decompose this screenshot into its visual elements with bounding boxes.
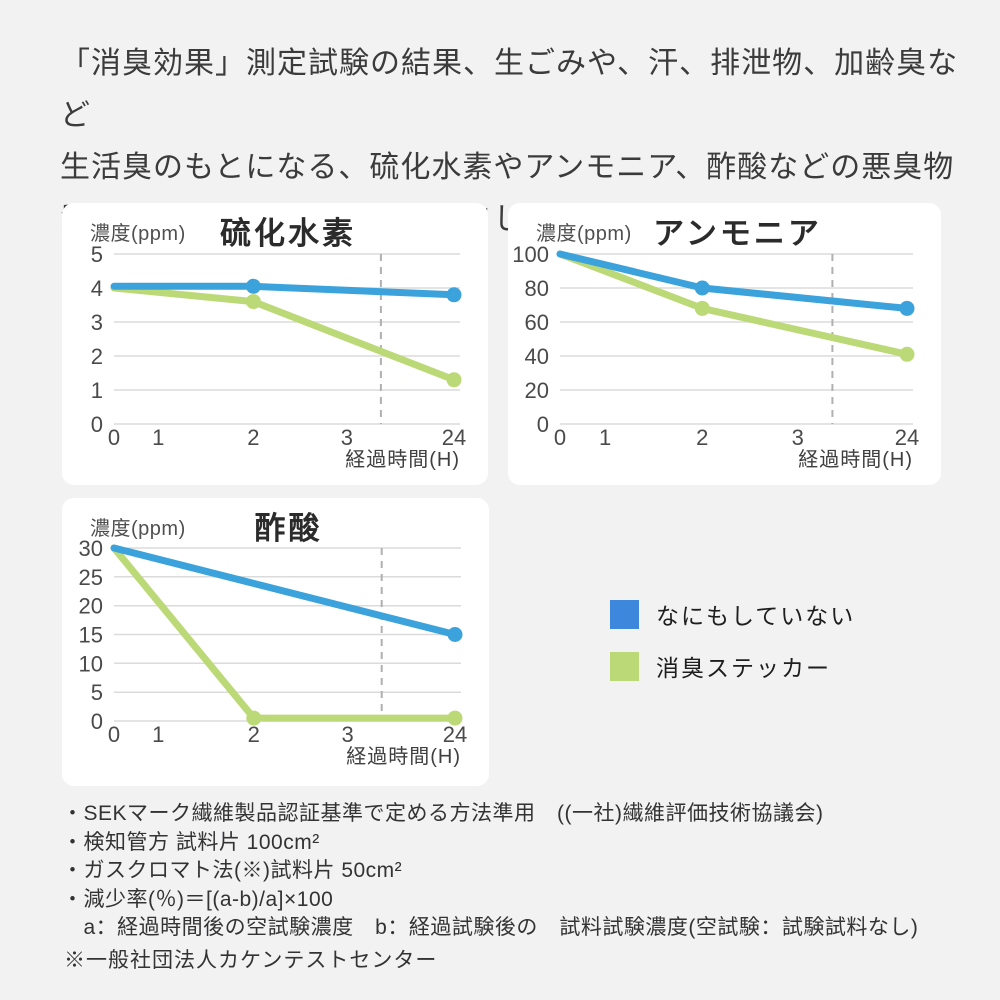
y-axis-unit-label: 濃度(ppm) [536,223,632,245]
y-axis-unit-label: 濃度(ppm) [90,518,186,540]
legend-swatch-green [610,651,639,681]
svg-text:80: 80 [525,276,549,301]
legend-label-deodorant-sticker: 消臭ステッカー [656,655,831,681]
svg-text:1: 1 [152,425,164,450]
legend: なにもしていない 消臭ステッカー [610,599,855,703]
svg-text:20: 20 [525,378,549,403]
svg-text:5: 5 [91,242,103,267]
footnote-line: ・SEKマーク繊維製品認証基準で定める方法準用 ((一社)繊維評価技術協議会) [62,802,824,825]
svg-text:25: 25 [79,565,103,590]
chart-title-hydrogen-sulfide: 硫化水素 [220,216,356,251]
svg-text:0: 0 [554,425,566,450]
svg-text:10: 10 [79,651,103,676]
svg-text:30: 30 [79,536,103,561]
chart-panel-acetic-acid: 濃度(ppm) 酢酸 30 25 20 15 10 5 0 0 1 2 3 24 経過時間(H) [62,498,489,786]
y-axis-unit-label: 濃度(ppm) [90,223,186,245]
svg-text:経過時間(H): 経過時間(H) [346,745,461,768]
svg-text:24: 24 [895,425,919,450]
legend-label-untreated: なにもしていない [656,603,856,629]
svg-text:経過時間(H): 経過時間(H) [798,448,913,471]
svg-text:経過時間(H): 経過時間(H) [345,448,460,471]
svg-text:3: 3 [91,310,103,335]
chart-title-ammonia: アンモニア [653,216,822,251]
footnote-line: ・減少率(％)＝[(a-b)/a]×100 [62,887,334,911]
test-center-note: ※一般社団法人カケンテストセンター [64,949,438,972]
footnote-line: a：経過時間後の空試験濃度 b：経過試験後の 試料試験濃度(空試験：試験試料なし… [62,916,919,939]
footnote-line: ・ガスクロマト法(※)試料片 50cm² [62,859,403,882]
svg-text:15: 15 [79,623,103,648]
svg-text:0: 0 [108,722,120,747]
svg-text:1: 1 [152,722,164,747]
svg-text:2: 2 [248,722,260,747]
chart-title-acetic-acid: 酢酸 [254,511,323,546]
chart-panel-hydrogen-sulfide: 濃度(ppm) 硫化水素 5 4 3 2 1 0 0 1 2 3 24 経過時間(H) [62,203,488,485]
svg-text:100: 100 [512,242,549,267]
footnote-line: ・検知管方 試料片 100cm² [62,830,320,854]
svg-text:60: 60 [525,310,549,335]
svg-text:2: 2 [91,344,103,369]
svg-text:0: 0 [91,412,103,437]
svg-text:1: 1 [599,425,611,450]
svg-text:5: 5 [91,680,103,705]
svg-text:0: 0 [537,412,549,437]
chart-panel-ammonia: 濃度(ppm) アンモニア 100 80 60 40 20 0 0 1 2 3 24 経過時間(H) [508,203,941,485]
svg-text:2: 2 [247,425,259,450]
header-line-2: 生活臭のもとになる、硫化水素やアンモニア、酢酸などの悪臭物 [60,151,955,184]
svg-text:2: 2 [696,425,708,450]
svg-text:40: 40 [525,344,549,369]
legend-swatch-blue [610,599,639,629]
header-line-1: 「消臭効果」測定試験の結果、生ごみや、汗、排泄物、加齢臭など [60,47,959,132]
legend-item-deodorant-sticker: 消臭ステッカー [610,651,855,681]
svg-text:24: 24 [442,425,466,450]
svg-text:3: 3 [341,425,353,450]
svg-text:3: 3 [792,425,804,450]
svg-text:0: 0 [91,709,103,734]
svg-text:4: 4 [91,276,103,301]
footnotes: ・SEKマーク繊維製品認証基準で定める方法準用 ((一社)繊維評価技術協議会) ・… [62,800,972,943]
legend-item-untreated: なにもしていない [610,599,855,629]
svg-text:24: 24 [443,722,467,747]
svg-text:0: 0 [108,425,120,450]
svg-text:20: 20 [79,594,103,619]
svg-text:3: 3 [341,722,353,747]
svg-text:1: 1 [91,378,103,403]
